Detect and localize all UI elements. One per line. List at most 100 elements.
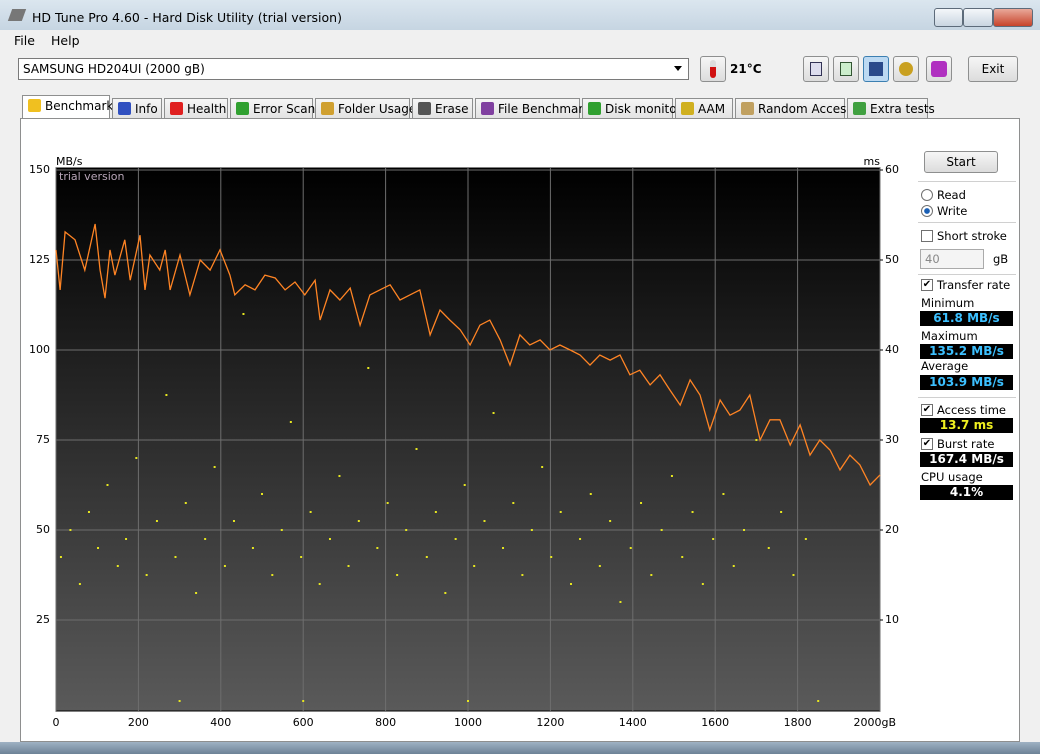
access-time-point: [767, 547, 770, 549]
cpu-usage-value: 4.1%: [920, 485, 1013, 500]
access-time-point: [69, 529, 72, 531]
icon: [810, 62, 822, 76]
short-stroke-label: Short stroke: [937, 229, 1007, 243]
access-time-point: [357, 520, 360, 522]
tab-icon: [588, 102, 601, 115]
access-time-point: [328, 538, 331, 540]
access-time-point: [251, 547, 254, 549]
tab-icon: [418, 102, 431, 115]
access-time-point: [521, 574, 524, 576]
access-time-point: [444, 592, 447, 594]
access-time-point: [106, 484, 109, 486]
y2-tick-label: 60: [885, 163, 899, 176]
options-button[interactable]: [893, 56, 919, 82]
tab-label: Info: [135, 102, 158, 116]
y-axis-label: MB/s: [56, 155, 83, 168]
burst-rate-checkbox[interactable]: ✔: [921, 438, 933, 450]
title-bar: [0, 0, 1040, 30]
button-label: Start: [946, 155, 976, 169]
copy-button[interactable]: [803, 56, 829, 82]
access-time-point: [743, 529, 746, 531]
separator: [918, 397, 1016, 398]
average-value: 103.9 MB/s: [920, 375, 1013, 390]
x-tick-label: 400: [210, 716, 231, 729]
access-time-point: [619, 601, 622, 603]
x-tick-label: 600: [293, 716, 314, 729]
access-time-point: [135, 457, 138, 459]
access-time-point: [318, 583, 321, 585]
y-tick-label: 125: [29, 253, 50, 266]
access-time-point: [223, 565, 226, 567]
access-time-point: [492, 412, 495, 414]
access-time-point: [405, 529, 408, 531]
access-time-point: [541, 466, 544, 468]
tab-label: Erase: [435, 102, 469, 116]
access-time-point: [376, 547, 379, 549]
access-time-label: Access time: [937, 403, 1007, 417]
access-time-point: [670, 475, 673, 477]
access-time-checkbox[interactable]: ✔: [921, 404, 933, 416]
separator: [918, 181, 1016, 182]
exit-button[interactable]: Exit: [968, 56, 1018, 82]
tab-icon: [481, 102, 494, 115]
minimize-button[interactable]: [934, 8, 963, 27]
access-time-point: [755, 439, 758, 441]
tab[interactable]: Benchmark: [22, 95, 114, 119]
tab[interactable]: Erase: [412, 98, 473, 118]
drive-select[interactable]: SAMSUNG HD204UI (2000 gB): [18, 58, 689, 80]
access-time-point: [640, 502, 643, 504]
tab[interactable]: File Benchmark: [475, 98, 590, 118]
copy-all-button[interactable]: [833, 56, 859, 82]
tab[interactable]: Extra tests: [847, 98, 935, 118]
x-tick-label: 2000gB: [853, 716, 896, 729]
menu-item[interactable]: Help: [51, 33, 80, 48]
tab-label: Benchmark: [45, 99, 114, 113]
read-radio[interactable]: [921, 189, 933, 201]
tab[interactable]: Random Access: [735, 98, 853, 118]
minimum-value: 61.8 MB/s: [920, 311, 1013, 326]
close-button[interactable]: [993, 8, 1033, 27]
transfer-rate-checkbox[interactable]: ✔: [921, 279, 933, 291]
tab-label: Error Scan: [253, 102, 316, 116]
tab[interactable]: Folder Usage: [315, 98, 416, 118]
menu-item[interactable]: File: [14, 33, 35, 48]
tab-icon: [28, 99, 41, 112]
x-tick-label: 1400: [619, 716, 647, 729]
access-time-point: [609, 520, 612, 522]
short-stroke-checkbox[interactable]: [921, 230, 933, 242]
tab[interactable]: Disk monitor: [582, 98, 682, 118]
tab-icon: [321, 102, 334, 115]
download-button[interactable]: [926, 56, 952, 82]
access-time-point: [817, 700, 820, 702]
tab-label: Extra tests: [870, 102, 935, 116]
write-radio[interactable]: [921, 205, 933, 217]
access-time-point: [660, 529, 663, 531]
access-time-point: [732, 565, 735, 567]
access-time-point: [178, 700, 181, 702]
tab-icon: [853, 102, 866, 115]
access-time-point: [300, 556, 303, 558]
tab[interactable]: AAM: [675, 98, 733, 118]
access-time-point: [701, 583, 704, 585]
y-tick-label: 50: [36, 523, 50, 536]
y-tick-label: 75: [36, 433, 50, 446]
tab[interactable]: Health: [164, 98, 228, 118]
tab[interactable]: Error Scan: [230, 98, 316, 118]
access-time-point: [629, 547, 632, 549]
access-time-point: [396, 574, 399, 576]
access-time-point: [165, 394, 168, 396]
y2-axis-label: ms: [864, 155, 881, 168]
thermometer-icon: [710, 60, 716, 78]
access-time-point: [780, 511, 783, 513]
maximize-button[interactable]: [963, 8, 993, 27]
temperature-button[interactable]: [700, 56, 726, 82]
save-button[interactable]: [863, 56, 889, 82]
tab[interactable]: Info: [112, 98, 162, 118]
tab-label: File Benchmark: [498, 102, 591, 116]
burst-rate-value: 167.4 MB/s: [920, 452, 1013, 467]
drive-name: SAMSUNG HD204UI (2000 gB): [23, 62, 205, 76]
short-stroke-input[interactable]: 40: [920, 249, 984, 269]
access-time-point: [204, 538, 207, 540]
y2-tick-label: 50: [885, 253, 899, 266]
start-button[interactable]: Start: [924, 151, 998, 173]
